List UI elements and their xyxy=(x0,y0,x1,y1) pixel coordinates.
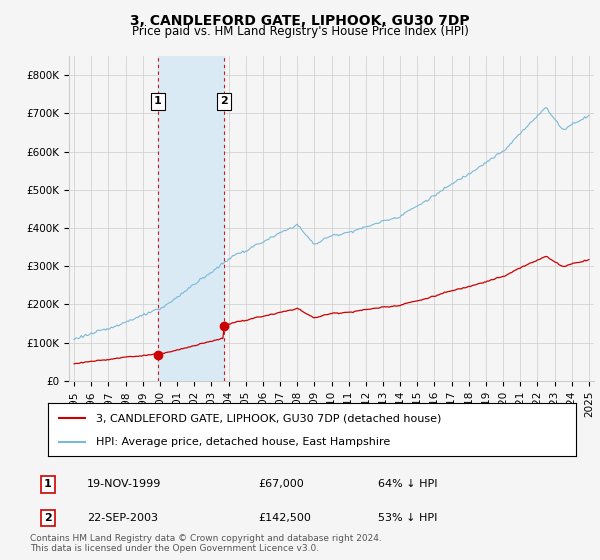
Text: £67,000: £67,000 xyxy=(258,479,304,489)
Text: 19-NOV-1999: 19-NOV-1999 xyxy=(87,479,161,489)
Text: HPI: Average price, detached house, East Hampshire: HPI: Average price, detached house, East… xyxy=(95,436,390,446)
Text: 64% ↓ HPI: 64% ↓ HPI xyxy=(378,479,437,489)
Text: 3, CANDLEFORD GATE, LIPHOOK, GU30 7DP (detached house): 3, CANDLEFORD GATE, LIPHOOK, GU30 7DP (d… xyxy=(95,413,441,423)
Text: 1: 1 xyxy=(154,96,162,106)
Text: 22-SEP-2003: 22-SEP-2003 xyxy=(87,513,158,523)
Text: £142,500: £142,500 xyxy=(258,513,311,523)
Bar xyxy=(158,56,224,381)
Text: 2: 2 xyxy=(220,96,227,106)
Text: 53% ↓ HPI: 53% ↓ HPI xyxy=(378,513,437,523)
Text: 2: 2 xyxy=(44,513,52,523)
Text: Contains HM Land Registry data © Crown copyright and database right 2024.
This d: Contains HM Land Registry data © Crown c… xyxy=(30,534,382,553)
Text: 3, CANDLEFORD GATE, LIPHOOK, GU30 7DP: 3, CANDLEFORD GATE, LIPHOOK, GU30 7DP xyxy=(130,14,470,28)
Text: Price paid vs. HM Land Registry's House Price Index (HPI): Price paid vs. HM Land Registry's House … xyxy=(131,25,469,38)
Text: 1: 1 xyxy=(44,479,52,489)
